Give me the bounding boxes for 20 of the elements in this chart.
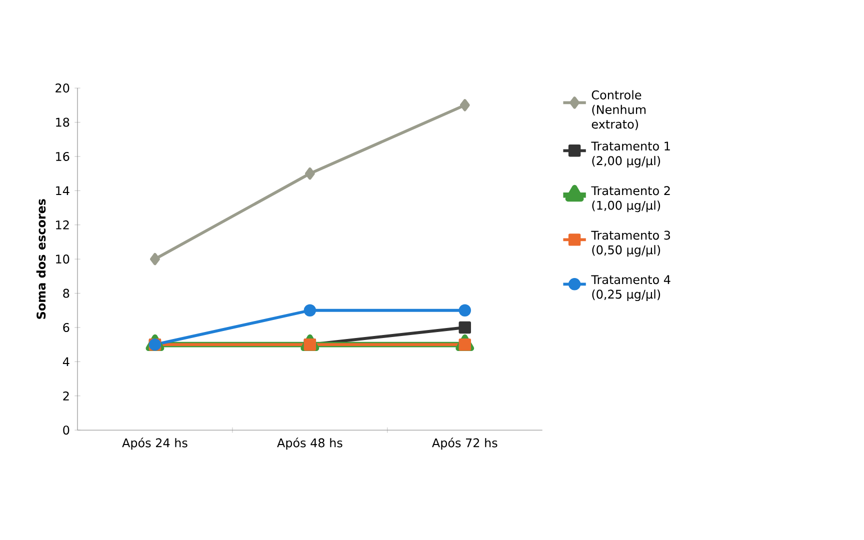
- legend-label: Tratamento 4 (0,25 µg/µl): [591, 275, 670, 301]
- y-tick-label: 10: [56, 254, 70, 264]
- x-tick-label: Após 72 hs: [432, 438, 498, 450]
- legend-label: Tratamento 1 (2,00 µg/µl): [591, 142, 670, 168]
- y-tick-label: 12: [56, 220, 69, 230]
- y-tick-label: 2: [63, 391, 69, 400]
- y-tick-label: 20: [56, 84, 70, 93]
- y-tick-label: 14: [56, 186, 70, 195]
- y-axis-title: Soma dos escores: [36, 199, 46, 319]
- legend-label: Controle (Nenhum extrato): [592, 90, 646, 130]
- y-tick-label: 18: [56, 118, 70, 127]
- y-tick-label: 8: [63, 288, 70, 298]
- legend-label: Tratamento 2 (1,00 µg/µl): [591, 186, 670, 212]
- legend-label: Tratamento 3 (0,50 µg/µl): [591, 230, 670, 257]
- x-tick-label: Após 24 hs: [122, 438, 188, 450]
- y-tick-label: 16: [56, 152, 70, 161]
- y-tick-label: 6: [63, 322, 70, 332]
- y-tick-label: 4: [62, 357, 70, 366]
- x-tick-label: Após 48 hs: [277, 438, 342, 450]
- y-tick-label: 0: [63, 426, 70, 435]
